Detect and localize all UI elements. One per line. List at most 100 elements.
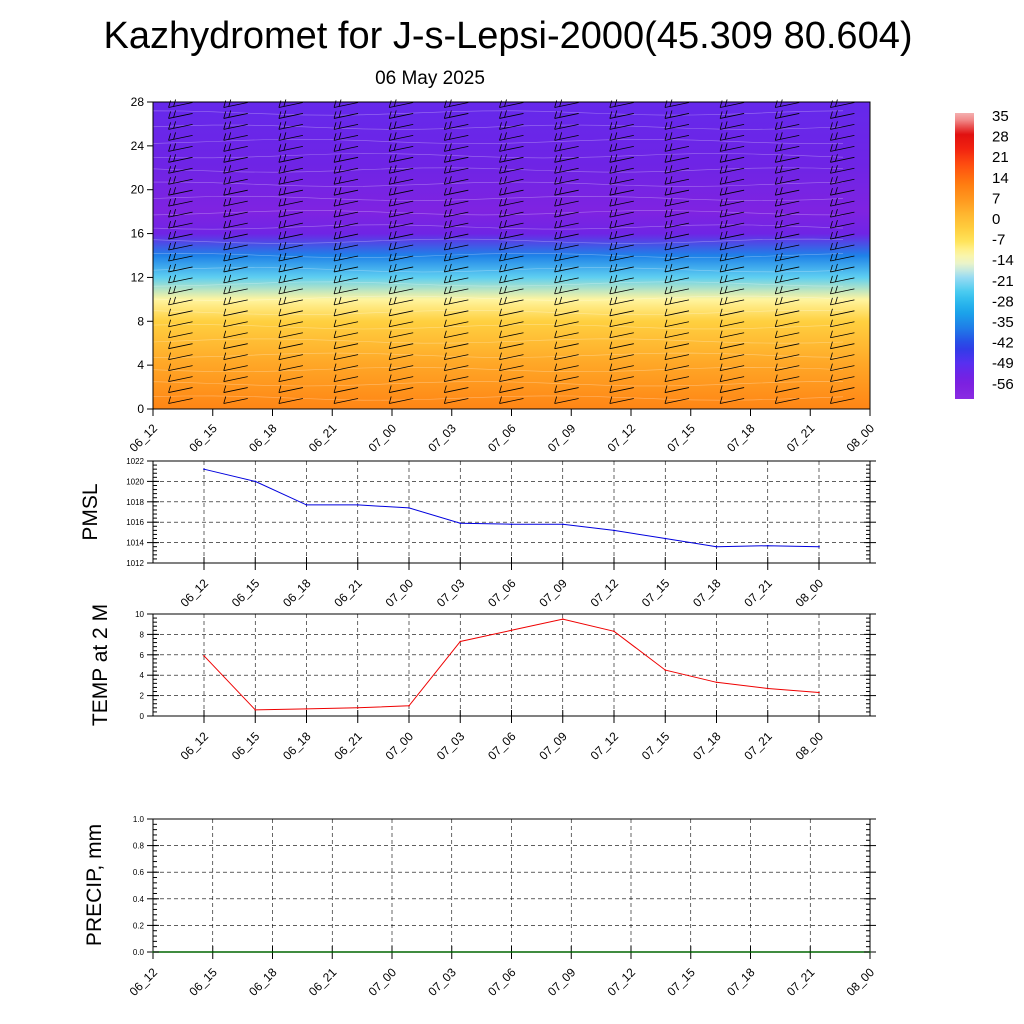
wind-barb <box>554 252 579 262</box>
precip-panel: 1.0 0.8 0.6 0.4 0.2 0.0 06_12 06_15 06_18 06_21 07… <box>83 815 877 999</box>
y-tick-label: 6 <box>140 651 145 660</box>
wind-barb <box>168 363 193 372</box>
wind-barb <box>830 241 855 251</box>
wind-barb <box>554 132 579 141</box>
isotherm-line <box>152 210 844 216</box>
x-tick-label: 06_21 <box>306 965 340 999</box>
wind-barb <box>168 143 193 152</box>
wind-barb <box>168 341 193 350</box>
x-tick-label: 06_12 <box>178 576 212 610</box>
isotherm-line <box>152 252 844 259</box>
wind-barb <box>443 154 469 163</box>
wind-barb <box>719 187 745 196</box>
wind-barb <box>609 296 634 306</box>
pmsl-axes: 1022 1020 1018 1016 1014 1012 06_12 06_15 06_18 0… <box>126 457 876 610</box>
colorbar-label: -7 <box>992 232 1005 249</box>
wind-barb <box>333 165 359 174</box>
wind-barb <box>223 296 248 306</box>
wind-barb <box>830 209 855 218</box>
wind-barb <box>719 230 745 240</box>
wind-barb <box>223 121 248 130</box>
wind-barb <box>223 230 248 240</box>
cross-section-x-axis: 06_12 06_15 06_18 06_21 07_00 07_03 07_06 07_09… <box>127 409 877 455</box>
wind-barb <box>719 198 745 207</box>
wind-barb <box>774 121 800 130</box>
wind-barb <box>388 396 414 404</box>
wind-barb <box>223 330 248 339</box>
wind-barb <box>719 308 745 317</box>
x-tick-label: 07_03 <box>425 421 459 455</box>
wind-barb <box>278 385 303 393</box>
wind-barb <box>609 176 634 185</box>
wind-barb <box>554 330 579 339</box>
wind-barb <box>278 187 303 196</box>
wind-barb <box>830 341 855 350</box>
wind-barb <box>333 219 359 229</box>
y-tick-label: 20 <box>131 183 145 197</box>
y-tick-label: 1016 <box>126 518 144 527</box>
wind-barb <box>774 110 800 119</box>
isotherm-line <box>152 167 844 173</box>
wind-barb <box>774 396 800 404</box>
wind-barb <box>443 374 469 382</box>
x-tick-label: 07_00 <box>366 421 400 455</box>
isotherm-line <box>152 309 844 316</box>
wind-barb <box>443 219 469 229</box>
wind-barb <box>333 296 359 306</box>
wind-barb <box>719 296 745 306</box>
x-tick-label: 08_00 <box>793 576 827 610</box>
wind-barb <box>388 363 414 372</box>
data-point <box>613 630 615 633</box>
y-tick-label: 28 <box>131 95 145 109</box>
wind-barb <box>388 330 414 339</box>
wind-barb <box>278 285 303 295</box>
wind-barb <box>168 187 193 196</box>
wind-barb <box>664 219 690 229</box>
wind-barb <box>664 110 690 119</box>
precip-axes: 1.0 0.8 0.6 0.4 0.2 0.0 06_12 06_15 06_18 06_21 07… <box>127 815 878 999</box>
wind-barb <box>278 263 303 273</box>
wind-barb <box>609 219 634 229</box>
wind-barb <box>388 121 414 130</box>
y-tick-label: 8 <box>137 314 144 328</box>
wind-barb <box>664 187 690 196</box>
wind-barb <box>278 143 303 152</box>
pmsl-series-line <box>203 468 820 548</box>
wind-barb <box>774 198 800 207</box>
x-tick-label: 06_15 <box>186 421 220 455</box>
wind-barb <box>223 341 248 350</box>
wind-barb <box>168 352 193 361</box>
wind-barb <box>333 176 359 185</box>
data-point <box>357 707 359 709</box>
data-point <box>690 951 692 953</box>
wind-barb <box>554 154 579 163</box>
wind-barb <box>168 219 193 229</box>
wind-barb <box>719 132 745 141</box>
x-tick-label: 07_15 <box>639 576 673 610</box>
wind-barb <box>443 308 469 317</box>
wind-barb <box>223 132 248 141</box>
colorbar-label: -14 <box>992 252 1014 269</box>
wind-barb <box>554 374 579 382</box>
y-tick-label: 0.0 <box>133 948 145 957</box>
wind-barb <box>388 252 414 262</box>
wind-barb <box>830 230 855 240</box>
wind-barb <box>168 296 193 306</box>
wind-barb <box>719 165 745 174</box>
pmsl-grid <box>153 461 870 563</box>
wind-barb <box>664 319 690 328</box>
wind-barb <box>774 241 800 251</box>
wind-barb <box>333 319 359 328</box>
wind-barb <box>499 396 524 404</box>
colorbar-label: -56 <box>992 376 1014 393</box>
wind-barb <box>609 396 634 404</box>
wind-barb <box>443 319 469 328</box>
x-tick-label: 07_18 <box>690 576 724 610</box>
x-tick-label: 07_15 <box>664 965 698 999</box>
wind-barb <box>443 396 469 404</box>
x-tick-label: 07_00 <box>366 965 400 999</box>
data-point <box>451 951 453 953</box>
wind-barb <box>609 187 634 196</box>
wind-barb <box>223 187 248 196</box>
